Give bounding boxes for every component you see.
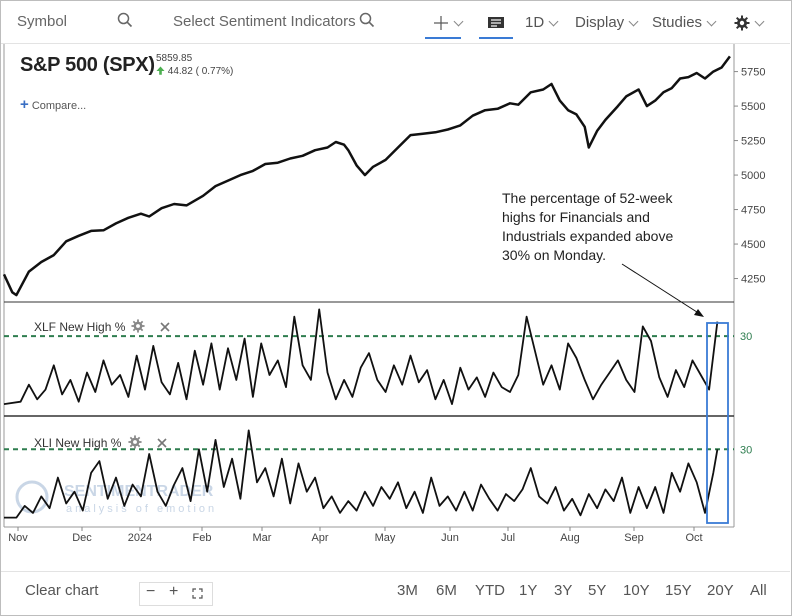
y-tick-label: 4250	[741, 274, 765, 286]
settings-button[interactable]	[734, 9, 765, 37]
xli-panel-controls	[128, 435, 168, 452]
symbol-search-field[interactable]: Symbol	[9, 8, 139, 36]
x-tick-label: 2024	[128, 532, 152, 544]
range-button-1y[interactable]: 1Y	[519, 582, 538, 599]
toolbar: Symbol Select Sentiment Indicators 1D Di…	[1, 1, 790, 44]
y-tick-label: 4500	[741, 239, 765, 251]
sentiment-indicator-field[interactable]: Select Sentiment Indicators	[165, 8, 379, 36]
y-tick-label: 5750	[741, 67, 765, 79]
x-tick-label: Jul	[501, 532, 515, 544]
display-label: Display	[575, 14, 625, 31]
annotation-text: The percentage of 52-week highs for Fina…	[502, 190, 674, 263]
xlf-new-high-threshold-label: 30	[740, 331, 752, 343]
xlf-new-high-line	[3, 308, 719, 406]
chart-type-active-indicator	[479, 37, 513, 39]
plus-icon: +	[20, 96, 29, 113]
range-button-5y[interactable]: 5Y	[588, 582, 607, 599]
close-icon[interactable]	[159, 321, 171, 333]
clear-chart-button[interactable]: Clear chart	[25, 582, 99, 599]
interval-dropdown[interactable]: 1D	[525, 9, 559, 37]
search-icon[interactable]	[117, 12, 133, 28]
compare-button[interactable]: + Compare...	[20, 96, 86, 113]
y-tick-label: 5250	[741, 136, 765, 148]
crosshair-active-indicator	[425, 37, 461, 39]
range-button-ytd[interactable]: YTD	[475, 582, 505, 599]
range-button-6m[interactable]: 6M	[436, 582, 457, 599]
watermark-brand: SENTIMENTRADER	[64, 483, 214, 500]
range-button-10y[interactable]: 10Y	[623, 582, 650, 599]
xlf-panel-title: XLF New High %	[34, 320, 126, 334]
symbol-search-placeholder: Symbol	[17, 13, 68, 30]
minus-icon[interactable]: −	[146, 583, 156, 600]
crosshair-button[interactable]	[433, 9, 464, 37]
chart-type-icon	[488, 17, 504, 29]
spx-price-line	[2, 55, 731, 297]
watermark-tagline: analysis of emotion	[66, 503, 217, 515]
gear-icon[interactable]	[128, 435, 142, 449]
annotation-arrowhead	[694, 309, 704, 317]
range-button-15y[interactable]: 15Y	[665, 582, 692, 599]
xli-panel-title: XLI New High %	[34, 436, 122, 450]
highlight-box	[706, 322, 729, 524]
annotation-arrow	[621, 263, 701, 315]
x-tick-label: Nov	[8, 532, 28, 544]
range-button-20y[interactable]: 20Y	[707, 582, 734, 599]
xlf-panel-controls	[131, 319, 171, 336]
range-button-3m[interactable]: 3M	[397, 582, 418, 599]
close-icon[interactable]	[156, 437, 168, 449]
footer-bar: Clear chart − + 3M 6M YTD 1Y 3Y 5Y 10Y 15Y 20Y Al…	[1, 571, 790, 614]
chart-title-wrap: S&P 500 (SPX)	[20, 54, 155, 77]
up-arrow-icon	[156, 66, 165, 75]
x-tick-label: Apr	[311, 532, 328, 544]
chart-title: S&P 500 (SPX)	[20, 54, 155, 76]
price-change-value: 44.82 ( 0.77%)	[167, 66, 234, 77]
y-tick-label: 5000	[741, 170, 765, 182]
range-button-all[interactable]: All	[750, 582, 767, 599]
studies-label: Studies	[652, 14, 703, 31]
compare-label: Compare...	[31, 100, 87, 112]
zoom-controls: − +	[139, 582, 213, 606]
x-tick-label: Feb	[193, 532, 212, 544]
y-tick-label: 5500	[741, 101, 765, 113]
crosshair-icon	[434, 16, 448, 31]
range-button-3y[interactable]: 3Y	[554, 582, 573, 599]
x-tick-label: Sep	[624, 532, 644, 544]
gear-icon	[734, 15, 750, 31]
interval-label: 1D	[525, 14, 545, 31]
x-tick-label: Aug	[560, 532, 580, 544]
sentiment-indicator-placeholder: Select Sentiment Indicators	[173, 13, 356, 30]
price-change: 44.82 ( 0.77%)	[156, 66, 233, 77]
x-tick-label: Dec	[72, 532, 92, 544]
fit-icon[interactable]	[192, 588, 203, 599]
gear-icon[interactable]	[131, 319, 145, 333]
x-tick-label: May	[375, 532, 396, 544]
plus-icon[interactable]: +	[169, 583, 179, 600]
xli-new-high-line	[4, 429, 719, 519]
y-tick-label: 4750	[741, 205, 765, 217]
last-price: 5859.85	[156, 53, 193, 64]
search-icon[interactable]	[359, 12, 375, 28]
xli-new-high-threshold-label: 30	[740, 444, 752, 456]
x-tick-label: Jun	[441, 532, 459, 544]
x-tick-label: Oct	[685, 532, 702, 544]
chart-type-button[interactable]	[487, 9, 505, 37]
studies-dropdown[interactable]: Studies	[652, 9, 717, 37]
x-tick-label: Mar	[253, 532, 272, 544]
display-dropdown[interactable]: Display	[575, 9, 639, 37]
